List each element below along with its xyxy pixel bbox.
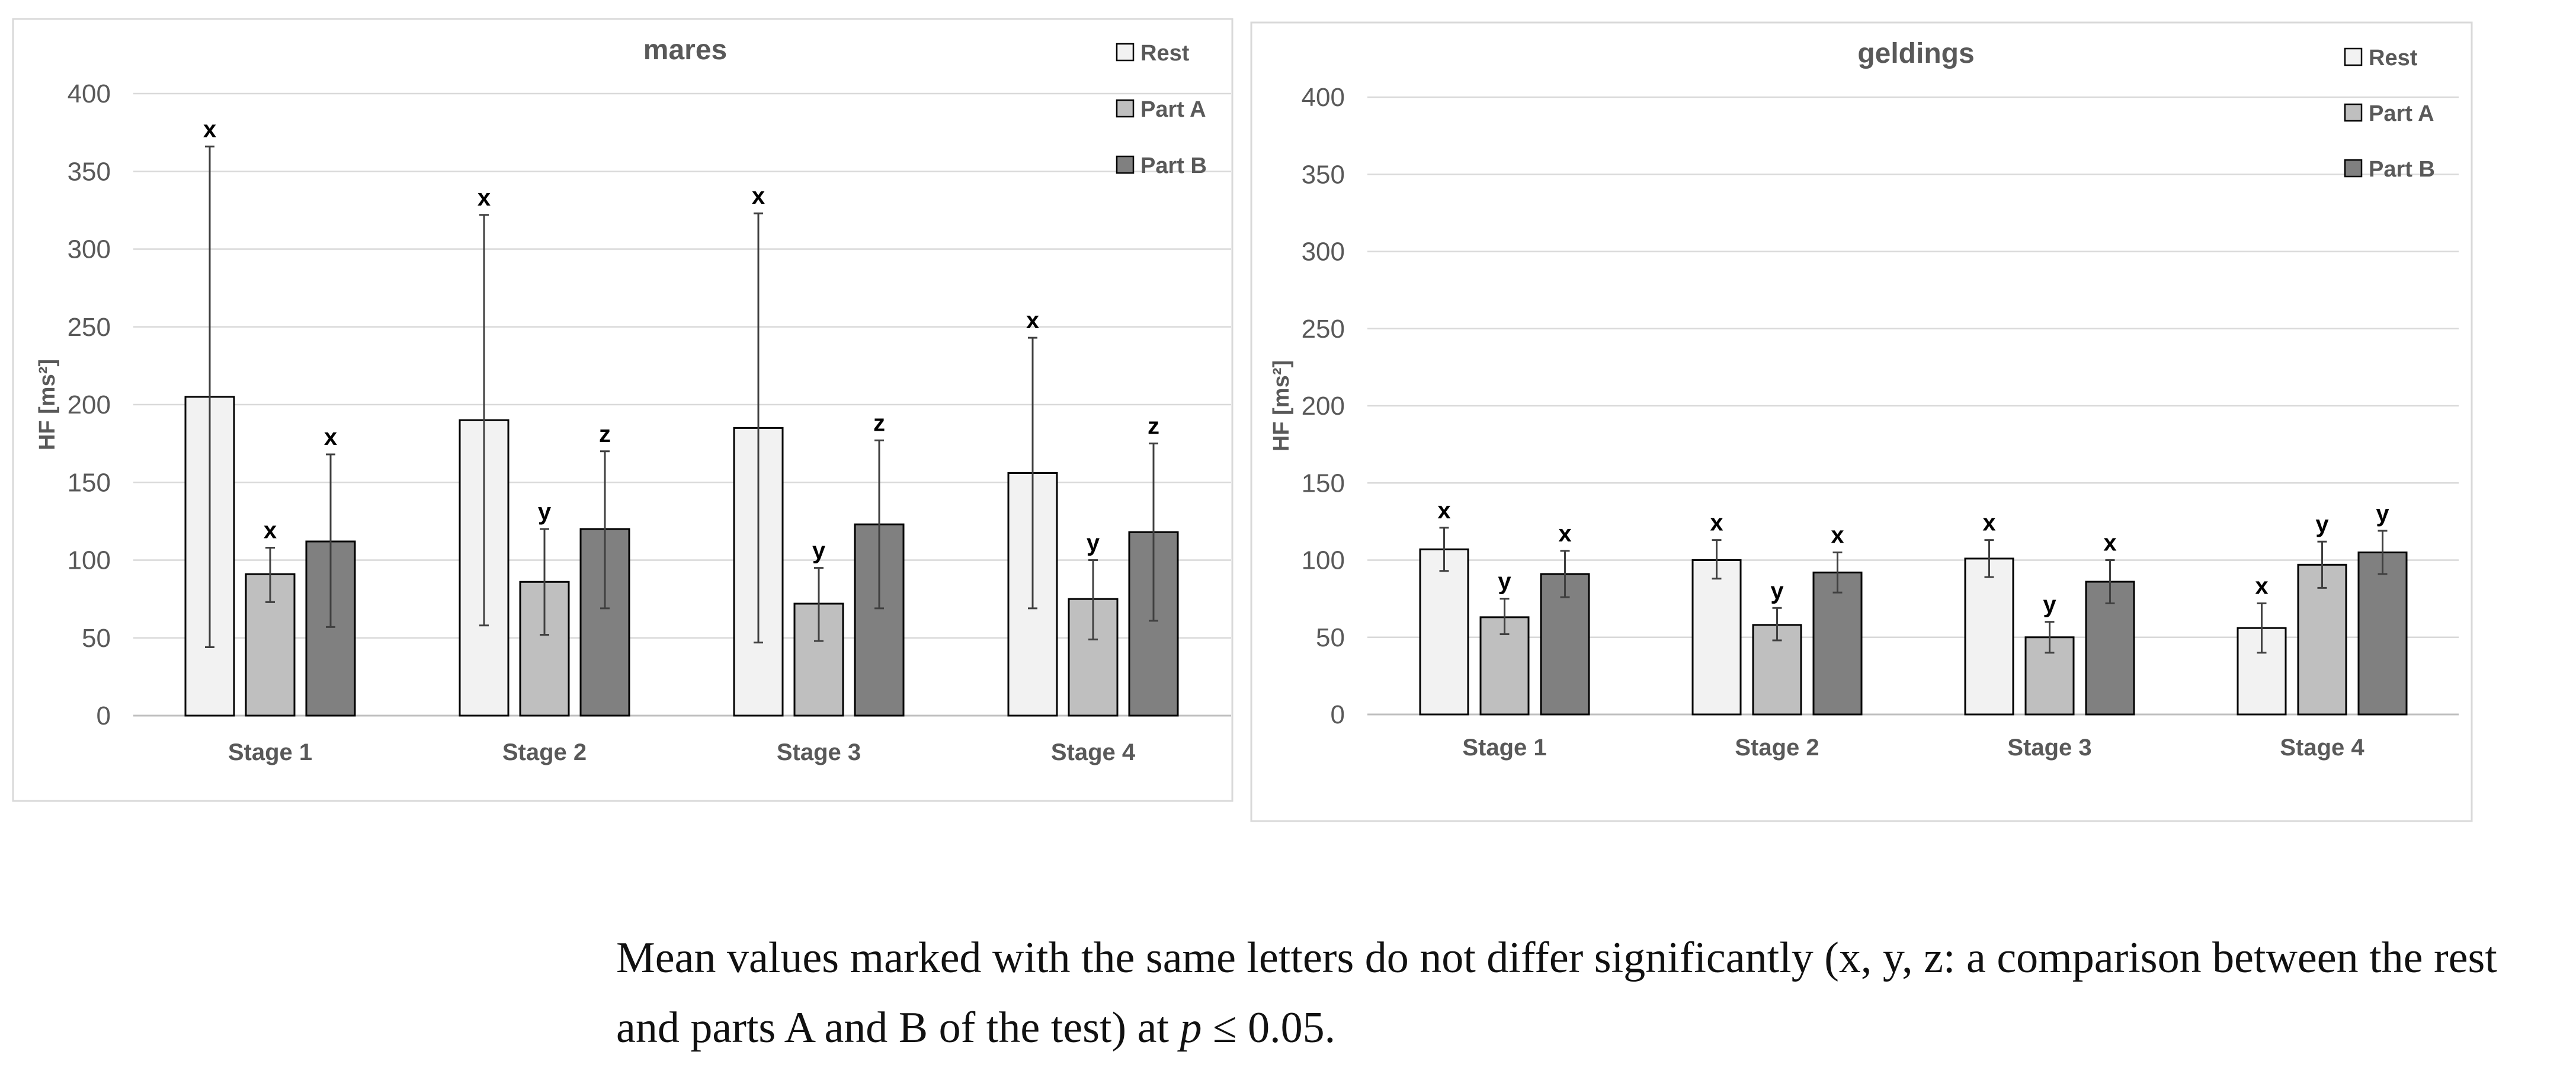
- caption-threshold: ≤ 0.05.: [1202, 1004, 1336, 1052]
- x-tick-label: Stage 2: [1735, 735, 1819, 761]
- significance-letter: x: [478, 185, 491, 211]
- significance-letter: x: [752, 183, 765, 209]
- y-tick-label: 50: [1316, 623, 1345, 652]
- significance-letter: z: [599, 421, 611, 447]
- significance-letter: x: [324, 424, 337, 450]
- y-tick-label: 300: [68, 235, 111, 264]
- y-tick-label: 0: [97, 701, 111, 730]
- legend-swatch: [1116, 99, 1135, 118]
- significance-letter: y: [1770, 578, 1784, 604]
- legend-swatch: [2344, 47, 2363, 66]
- y-tick-label: 0: [1331, 700, 1345, 729]
- legend-swatch: [1116, 155, 1135, 174]
- y-tick-label: 400: [1302, 83, 1345, 112]
- y-tick-label: 400: [68, 79, 111, 108]
- significance-letter: y: [2043, 592, 2056, 618]
- x-tick-label: Stage 4: [1051, 739, 1136, 765]
- x-tick-label: Stage 2: [502, 739, 587, 765]
- x-tick-label: Stage 3: [777, 739, 861, 765]
- significance-letter: x: [1831, 522, 1844, 548]
- significance-letter: x: [264, 518, 277, 544]
- x-tick-label: Stage 1: [1462, 735, 1546, 761]
- legend-label: Part B: [2369, 157, 2435, 182]
- significance-letter: x: [1437, 498, 1450, 524]
- y-tick-label: 150: [1302, 469, 1345, 498]
- significance-letter: y: [2376, 501, 2389, 527]
- bar: [1812, 571, 1863, 716]
- x-tick-label: Stage 3: [2007, 735, 2091, 761]
- legend-swatch: [2344, 159, 2363, 178]
- y-tick-label: 200: [68, 390, 111, 419]
- y-tick-label: 150: [68, 468, 111, 497]
- significance-letter: y: [538, 499, 552, 525]
- bar: [1691, 559, 1742, 716]
- legend-label: Part A: [2369, 101, 2434, 126]
- y-tick-label: 100: [1302, 546, 1345, 575]
- y-tick-label: 100: [68, 546, 111, 575]
- chart-mares: 0 50 100 150 200 250 300 350 400 mares HF [ms²] x x x…: [12, 18, 1233, 802]
- chart-title: geldings: [1857, 38, 1974, 69]
- significance-letter: y: [812, 538, 826, 564]
- chart-geldings: 0 50 100 150 200 250 300 350 400 geldings HF [ms²]…: [1250, 21, 2473, 822]
- legend-label: Part A: [1140, 97, 1206, 122]
- significance-letter: x: [2103, 530, 2116, 556]
- significance-letter: y: [2315, 511, 2329, 537]
- significance-letter: y: [1498, 569, 1511, 595]
- y-tick-label: 250: [68, 313, 111, 342]
- significance-letter: z: [1148, 414, 1159, 440]
- y-tick-label: 50: [82, 624, 111, 653]
- significance-letter: x: [1026, 307, 1039, 334]
- y-tick-label: 300: [1302, 238, 1345, 267]
- significance-letter: x: [203, 116, 216, 142]
- significance-letter: x: [1558, 521, 1571, 547]
- legend-swatch: [1116, 43, 1135, 62]
- significance-letter: x: [2255, 573, 2268, 599]
- significance-letter: z: [873, 410, 885, 436]
- y-tick-label: 200: [1302, 392, 1345, 421]
- bar: [1540, 573, 1590, 716]
- significance-letter: y: [1087, 530, 1100, 556]
- chart-title: mares: [643, 34, 727, 66]
- bar: [1964, 557, 2014, 716]
- legend-label: Rest: [1140, 41, 1190, 66]
- caption-text: Mean values marked with the same letters…: [616, 934, 2497, 1052]
- legend-swatch: [2344, 103, 2363, 122]
- x-tick-label: Stage 1: [228, 739, 312, 765]
- bar: [1419, 548, 1469, 716]
- y-axis-label: HF [ms²]: [1269, 360, 1294, 451]
- y-tick-label: 250: [1302, 315, 1345, 344]
- significance-letter: x: [1982, 510, 1995, 536]
- y-tick-label: 350: [68, 157, 111, 186]
- legend-label: Rest: [2369, 46, 2418, 70]
- significance-letter: x: [1710, 510, 1723, 536]
- bar: [2357, 551, 2408, 716]
- figure-caption: Mean values marked with the same letters…: [616, 923, 2565, 1063]
- y-axis-label: HF [ms²]: [35, 359, 60, 450]
- x-tick-label: Stage 4: [2280, 735, 2364, 761]
- caption-p-symbol: p: [1180, 1004, 1202, 1052]
- y-tick-label: 350: [1302, 160, 1345, 189]
- legend-label: Part B: [1140, 153, 1207, 178]
- bar: [2297, 563, 2347, 716]
